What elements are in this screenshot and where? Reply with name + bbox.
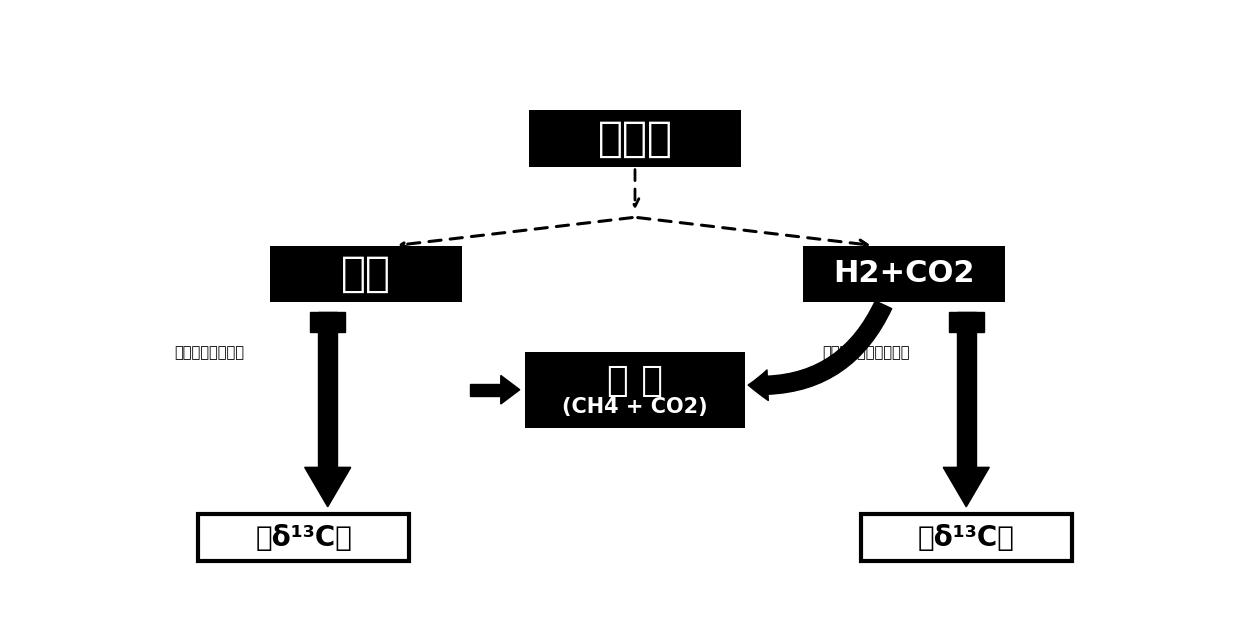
Bar [949, 312, 984, 332]
FancyArrowPatch shape [748, 301, 892, 401]
Text: 低δ¹³C值: 低δ¹³C值 [918, 524, 1015, 552]
Bar [470, 384, 501, 396]
Bar [524, 351, 746, 428]
Bar [861, 514, 1072, 561]
Polygon shape [501, 376, 520, 404]
Bar [957, 312, 976, 467]
Text: (CH4 + CO2): (CH4 + CO2) [563, 397, 707, 417]
Bar [529, 110, 741, 167]
Polygon shape [943, 467, 989, 507]
Bar [318, 312, 337, 467]
Text: 嗜氢型产甲烷代谢途径: 嗜氢型产甲烷代谢途径 [823, 345, 909, 360]
Text: 乙酸: 乙酸 [341, 253, 392, 295]
Text: 沼 气: 沼 气 [607, 364, 663, 397]
Bar [270, 246, 462, 302]
Text: H2+CO2: H2+CO2 [833, 259, 975, 289]
Bar [198, 514, 409, 561]
Bar [803, 246, 1005, 302]
Text: 生物质: 生物质 [597, 117, 673, 159]
Bar [311, 312, 344, 332]
Text: 乙酸型产甲烷代谢: 乙酸型产甲烷代谢 [173, 345, 244, 360]
Polygon shape [305, 467, 351, 507]
Text: 高δ¹³C值: 高δ¹³C值 [255, 524, 352, 552]
